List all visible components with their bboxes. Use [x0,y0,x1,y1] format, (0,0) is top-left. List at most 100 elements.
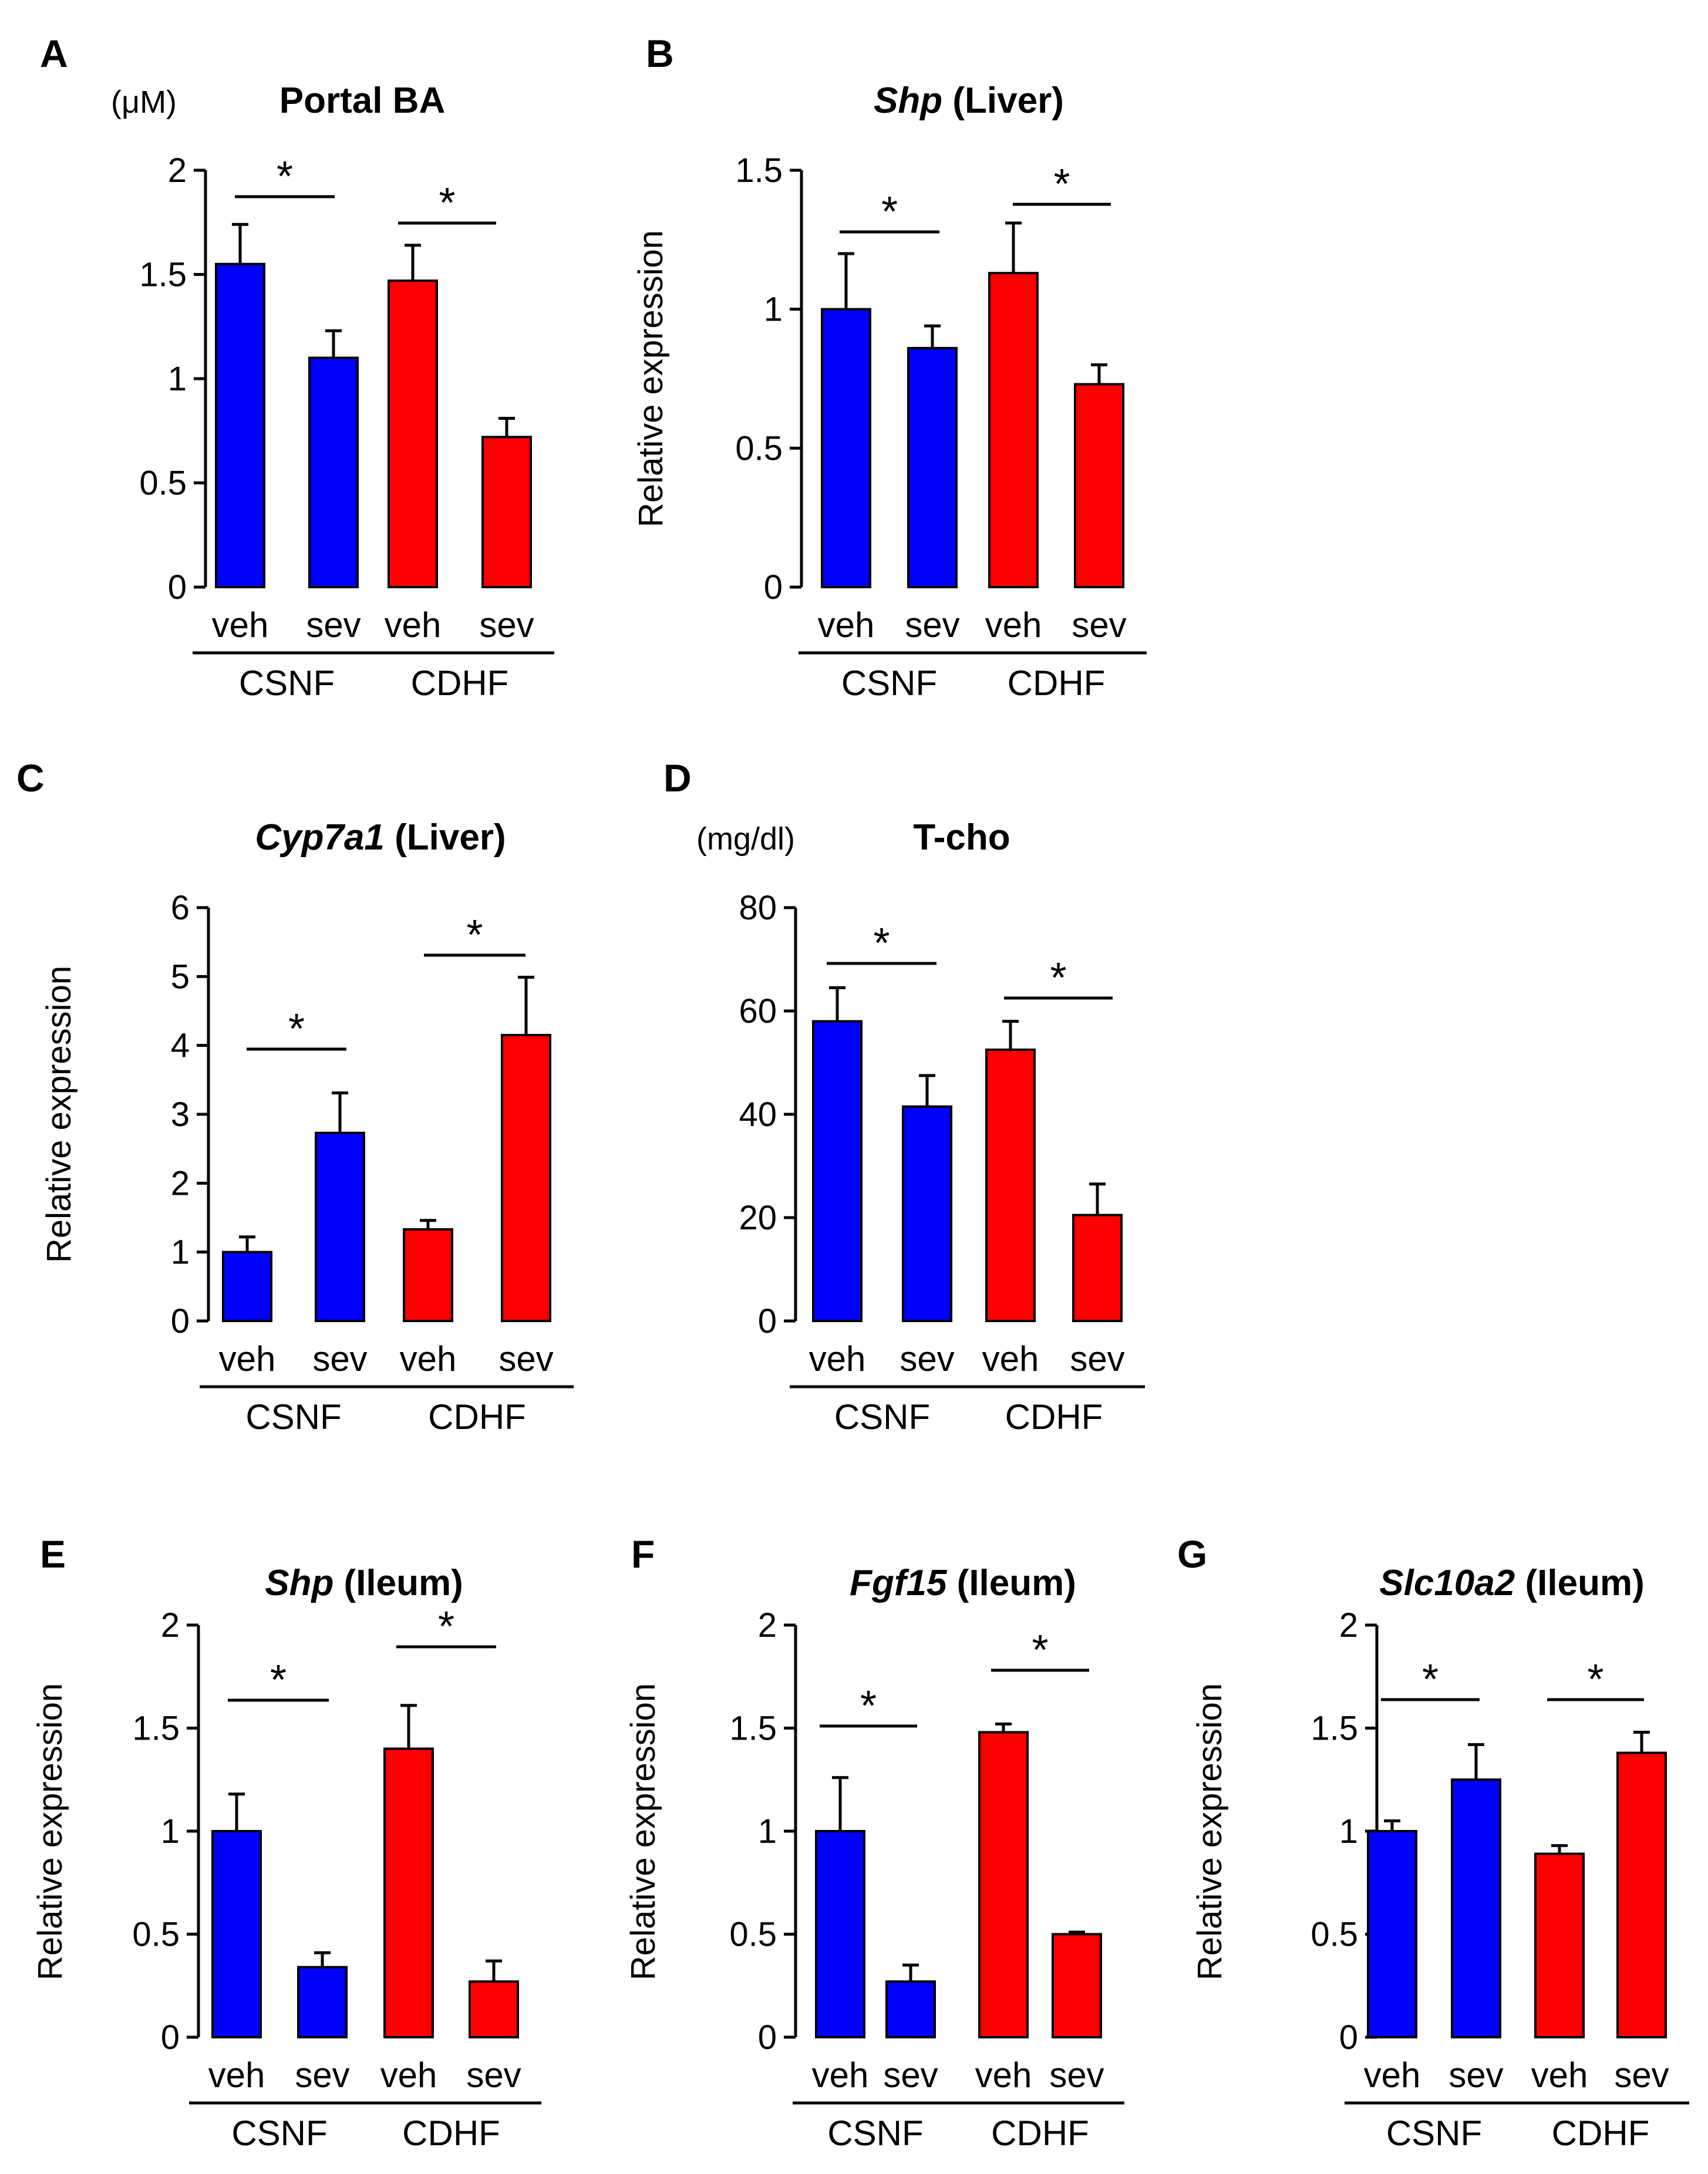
bar-sev-cdhf [1074,383,1124,588]
y-axis-label: Relative expression [1191,1683,1229,1980]
chart-title: Shp (Liver) [874,80,1064,121]
significance-star: * [873,920,890,967]
unit-label: (mg/dl) [696,821,795,857]
category-label: veh [1364,2055,1421,2095]
y-tick-label: 0.5 [132,1916,180,1954]
chart-title: Slc10a2 (Ileum) [1379,1563,1644,1603]
chart-title: T-cho [913,817,1010,858]
chart-title-text: (Ileum) [1515,1563,1644,1603]
chart-title-gene: Fgf15 [850,1563,948,1603]
unit-label: (μM) [111,85,177,120]
y-tick-label: 1.5 [729,1710,777,1748]
y-tick-label: 2 [758,1606,777,1644]
bar-sev-csnf [308,356,359,588]
y-tick-label: 0 [758,1302,777,1340]
panel-g: G Slc10a2 (Ileum) Relative expression 0 0.5 1… [1177,1532,1689,2153]
panel-letter: A [40,32,68,75]
bar-sev-csnf [902,1105,952,1323]
bar-veh-cdhf [403,1228,453,1323]
group-label: CDHF [428,1397,526,1437]
category-label: sev [1614,2055,1669,2095]
category-label: sev [479,605,534,645]
y-tick-label: 2 [1339,1606,1358,1644]
chart-title: Fgf15 (Ileum) [850,1563,1076,1603]
bar-veh-cdhf [988,272,1039,588]
y-axis-label: Relative expression [624,1683,662,1980]
bar-sev-cdhf [481,436,532,589]
category-label: sev [498,1339,553,1378]
chart-title-text: Portal BA [279,80,445,121]
bar-sev-cdhf [1052,1933,1102,2038]
bar-veh-csnf [211,1830,262,2038]
significance-star: * [277,153,293,200]
group-label: CSNF [1386,2114,1482,2153]
panel-e: E Shp (Ileum) Relative expression 0 0.5 1 1.5 2… [31,1532,541,2153]
significance-star: * [270,1657,287,1704]
group-label: CDHF [1008,663,1106,703]
category-label: veh [219,1339,276,1378]
panel-letter: B [646,32,674,75]
y-tick-label: 2 [168,151,187,190]
y-tick-label: 1.5 [1311,1710,1358,1748]
group-label: CSNF [827,2114,923,2153]
chart-title-text: (Liver) [942,80,1064,121]
group-label: CSNF [239,663,335,703]
category-label: sev [466,2055,521,2095]
significance-star: * [1053,161,1070,208]
category-label: sev [312,1339,367,1378]
y-axis-label: Relative expression [632,230,670,527]
chart-title-gene: Cyp7a1 [255,817,385,858]
category-label: veh [982,1339,1039,1378]
category-label: veh [818,605,875,645]
bar-veh-cdhf [1534,1852,1585,2039]
y-tick-label: 60 [739,992,777,1030]
bar-sev-csnf [1451,1778,1501,2038]
y-tick-label: 5 [171,958,190,996]
y-tick-label: 1.5 [139,256,187,294]
y-tick-label: 0.5 [1311,1916,1358,1954]
y-tick-label: 1 [161,1812,180,1851]
y-tick-label: 0.5 [729,1916,777,1954]
y-tick-label: 0.5 [139,464,187,503]
y-tick-label: 0 [758,2018,777,2057]
y-tick-label: 0 [764,568,783,606]
chart-title-gene: Shp [265,1563,333,1603]
chart-title: Portal BA [279,80,445,121]
bar-veh-cdhf [388,279,438,588]
bar-sev-cdhf [1072,1214,1123,1323]
panel-letter: C [16,756,45,800]
category-label: sev [1448,2055,1503,2095]
significance-star: * [1587,1656,1603,1703]
category-label: sev [883,2055,938,2095]
y-tick-label: 40 [739,1096,777,1134]
y-tick-label: 2 [171,1164,190,1202]
bar-sev-csnf [297,1966,348,2038]
significance-star: * [466,912,483,959]
category-label: sev [900,1339,954,1378]
y-tick-label: 0 [161,2018,180,2057]
bar-veh-csnf [1367,1830,1417,2038]
y-tick-label: 0 [1339,2018,1358,2057]
chart-title-gene: Shp [874,80,942,121]
group-label: CSNF [231,2114,327,2153]
y-tick-label: 0 [171,1302,190,1340]
bar-veh-csnf [812,1020,863,1322]
y-tick-label: 2 [161,1606,180,1644]
bar-sev-csnf [885,1980,936,2038]
group-label: CSNF [834,1397,930,1437]
category-label: sev [1049,2055,1104,2095]
category-label: veh [385,605,442,645]
significance-star: * [860,1683,877,1730]
chart-title-text: (Ileum) [946,1563,1076,1603]
category-label: veh [380,2055,437,2095]
group-label: CDHF [1552,2114,1650,2153]
category-label: sev [295,2055,349,2095]
bar-sev-csnf [907,346,958,589]
y-tick-label: 1.5 [132,1710,180,1748]
chart-title: Cyp7a1 (Liver) [255,817,506,858]
category-label: veh [809,1339,866,1378]
panel-letter: D [663,756,692,800]
